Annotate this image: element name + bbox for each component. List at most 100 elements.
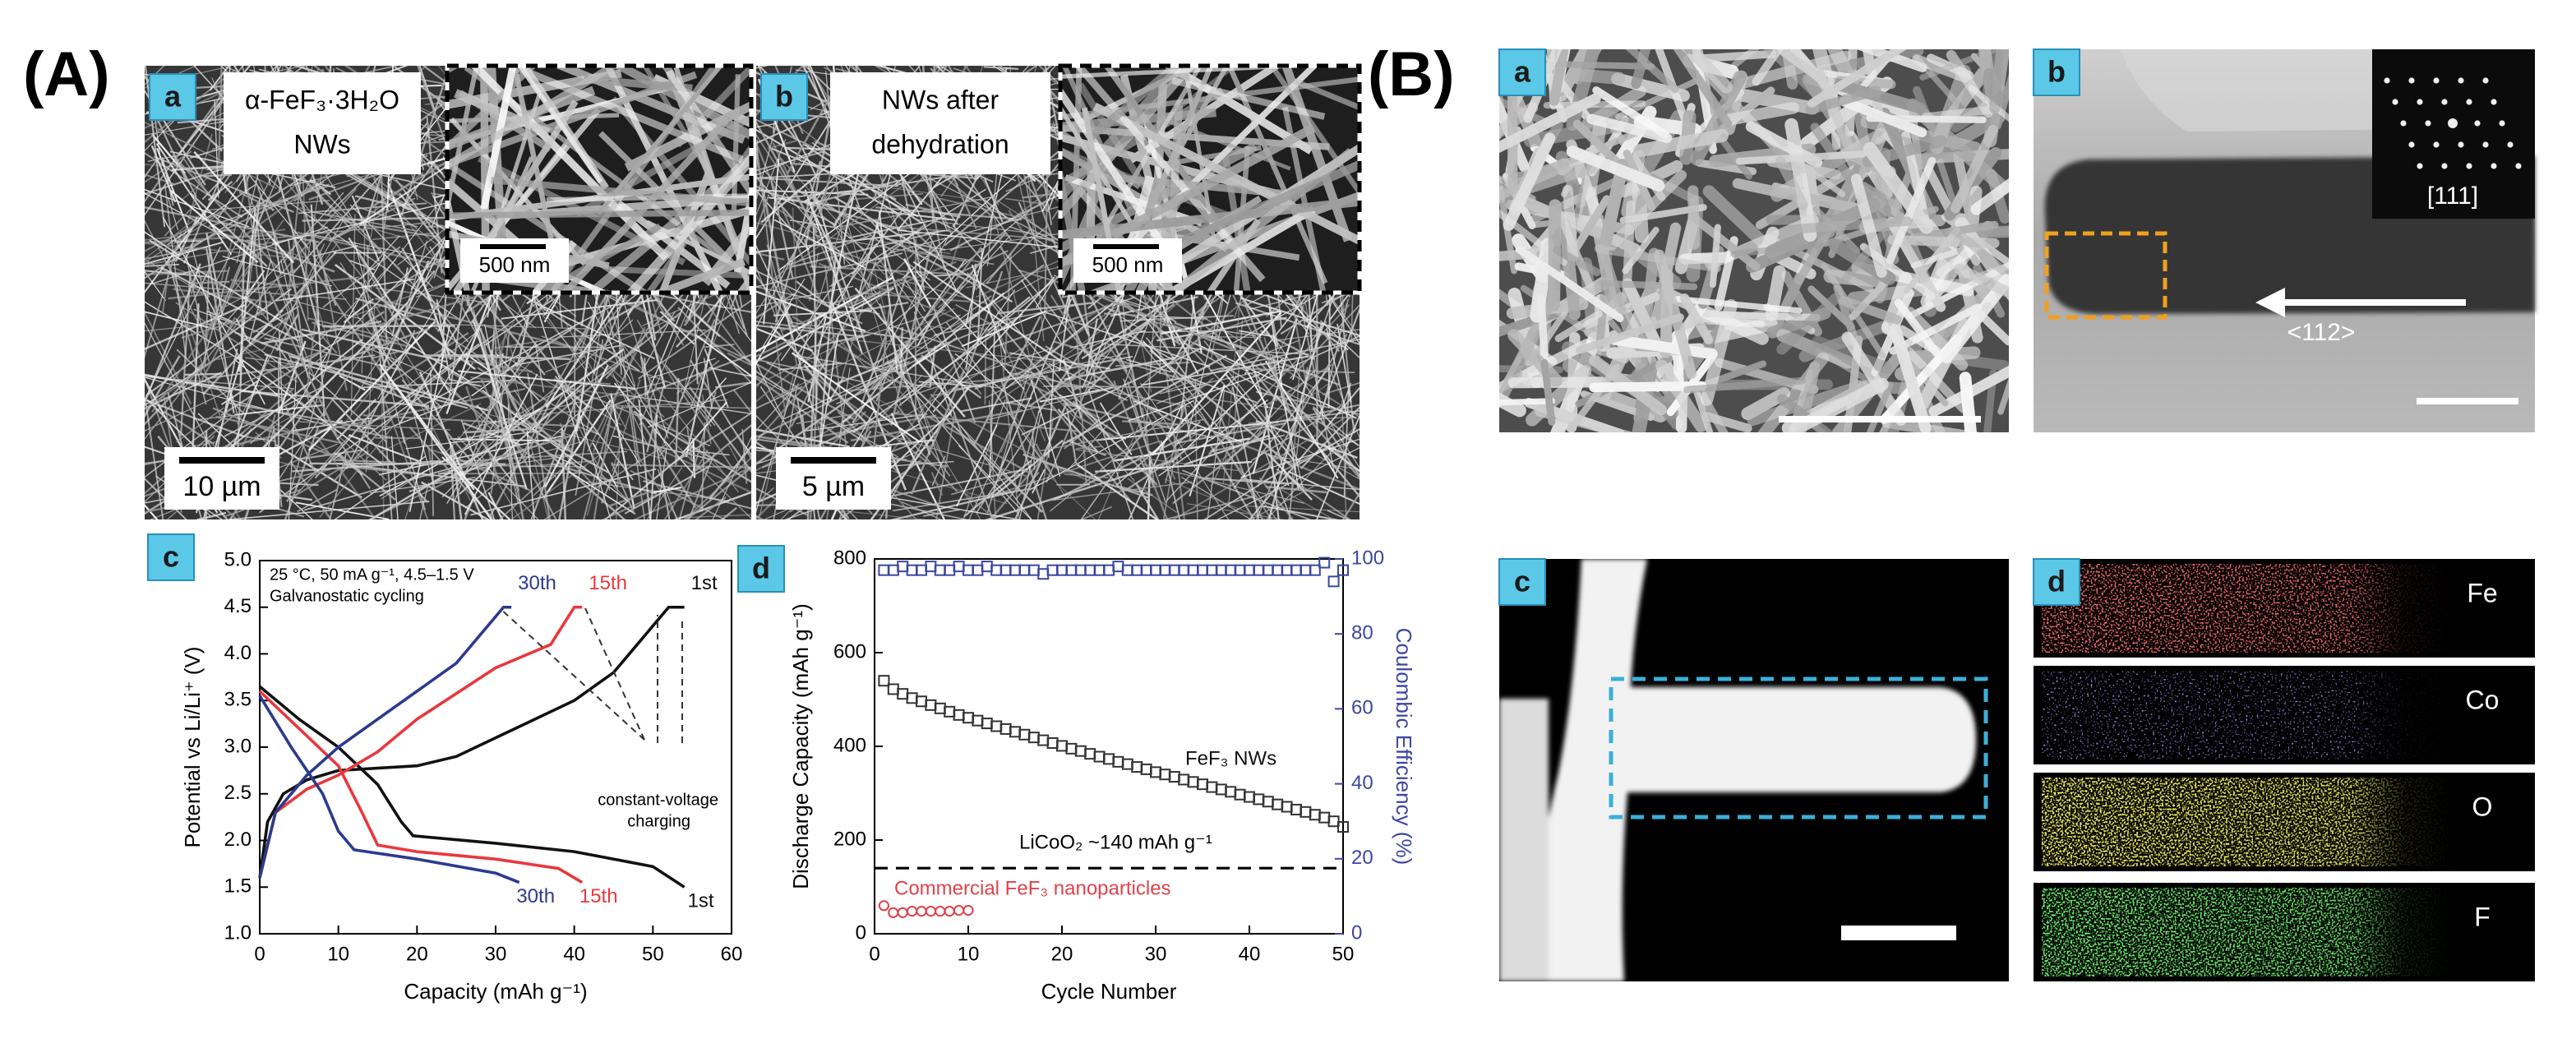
nanowire — [1621, 150, 1646, 219]
nanowire — [1940, 274, 2009, 363]
nanowire — [285, 450, 370, 502]
nanowire — [354, 247, 409, 343]
nanowire — [1066, 408, 1078, 464]
marker — [1131, 564, 1143, 576]
nanowire — [756, 360, 829, 443]
nanowire — [145, 399, 245, 437]
nanowire — [632, 466, 751, 519]
nanowire — [612, 379, 641, 472]
nanowire — [1235, 302, 1360, 346]
nanowire — [1680, 293, 1714, 344]
nanowire — [975, 225, 1048, 290]
nanowire — [756, 120, 819, 233]
nanowire — [1128, 399, 1185, 519]
nanowire — [232, 221, 436, 243]
nanowire — [635, 453, 680, 519]
nanowire — [1240, 297, 1360, 337]
nanowire — [515, 344, 621, 367]
nanowire — [828, 155, 863, 314]
x-tick-label: 40 — [1239, 943, 1261, 965]
nanowire — [756, 122, 777, 128]
nanowire — [160, 266, 299, 342]
nanowire — [756, 363, 900, 465]
nanowire — [1598, 159, 1629, 253]
eds-signal — [2042, 671, 2453, 759]
nanowire — [241, 346, 387, 481]
nanowire — [633, 410, 751, 483]
zone-axis: [111] — [2427, 182, 2478, 210]
nanowire — [319, 424, 395, 518]
y2-tick-label: 40 — [1351, 772, 1373, 794]
nanowire — [400, 66, 451, 216]
nanowire — [145, 311, 215, 330]
y-tick-label: 3.5 — [224, 689, 252, 711]
marker — [1244, 791, 1255, 803]
nanowire — [1120, 298, 1150, 309]
nanowire — [805, 192, 852, 344]
nanowire — [246, 195, 261, 303]
nanowire — [610, 393, 635, 509]
nanowire — [1128, 373, 1261, 422]
nanowire — [1316, 413, 1360, 519]
nanowire — [145, 263, 201, 405]
nanowire — [862, 237, 949, 392]
nanowire — [273, 341, 372, 487]
nanowire — [1722, 102, 1800, 127]
nanowire — [1060, 159, 1087, 293]
marker — [906, 692, 918, 704]
nanowire — [1810, 122, 1888, 233]
marker — [897, 907, 908, 918]
nanowire — [854, 287, 966, 418]
nanowire — [1049, 377, 1214, 512]
marker — [878, 675, 890, 687]
nanowire — [336, 398, 377, 441]
nanowire — [1005, 290, 1129, 390]
nanowire — [279, 330, 284, 415]
diffraction-spot — [2507, 141, 2514, 148]
diffraction-spot — [2474, 120, 2481, 127]
nanowire — [1593, 386, 1668, 422]
nanowire — [833, 275, 912, 305]
nanowire — [923, 509, 961, 517]
diffraction-inset — [2372, 49, 2535, 219]
nanowire — [280, 259, 309, 378]
series-label: Commercial FeF₃ nanoparticles — [894, 877, 1171, 899]
nanowire — [409, 427, 496, 519]
nanowire — [1928, 365, 2009, 417]
nanowire — [150, 226, 329, 285]
figure-label: (B) — [1368, 39, 1455, 109]
marker — [1046, 737, 1059, 750]
marker — [878, 564, 890, 576]
nanowire — [145, 205, 320, 243]
nanowire — [268, 290, 337, 434]
nanowire — [340, 358, 399, 428]
marker — [934, 702, 946, 714]
x-tick-label: 20 — [406, 943, 428, 965]
x-axis-label: Capacity (mAh g⁻¹) — [404, 979, 587, 1004]
nanowire — [1004, 197, 1046, 205]
nanowire — [791, 229, 945, 268]
marker — [916, 695, 927, 708]
nanowire — [756, 141, 820, 299]
nanowire — [465, 385, 501, 485]
nanowire — [720, 506, 737, 519]
nanowire — [1289, 304, 1360, 380]
nanowire — [756, 302, 792, 365]
nanowire — [215, 415, 344, 445]
diffraction-spot — [2408, 141, 2415, 148]
nanowire — [1233, 367, 1330, 489]
nanowire — [441, 309, 448, 336]
annotation: charging — [627, 812, 690, 830]
series-label: 1st — [688, 890, 714, 912]
series-label: 15th — [579, 885, 618, 907]
nanowire — [814, 423, 859, 449]
nanowire — [756, 188, 835, 314]
inset-border — [445, 63, 754, 295]
nanowire — [174, 240, 201, 242]
nanowire — [482, 334, 506, 434]
diffraction-spot — [2417, 163, 2423, 169]
nanowire — [449, 441, 456, 519]
nanowire — [1881, 322, 1968, 413]
marker — [1009, 564, 1021, 576]
nanowire — [600, 473, 630, 502]
